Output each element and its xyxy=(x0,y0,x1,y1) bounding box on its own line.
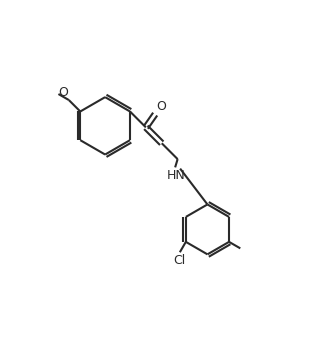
Text: HN: HN xyxy=(167,169,186,182)
Text: O: O xyxy=(58,86,68,99)
Text: Cl: Cl xyxy=(174,254,186,267)
Text: O: O xyxy=(156,100,166,113)
